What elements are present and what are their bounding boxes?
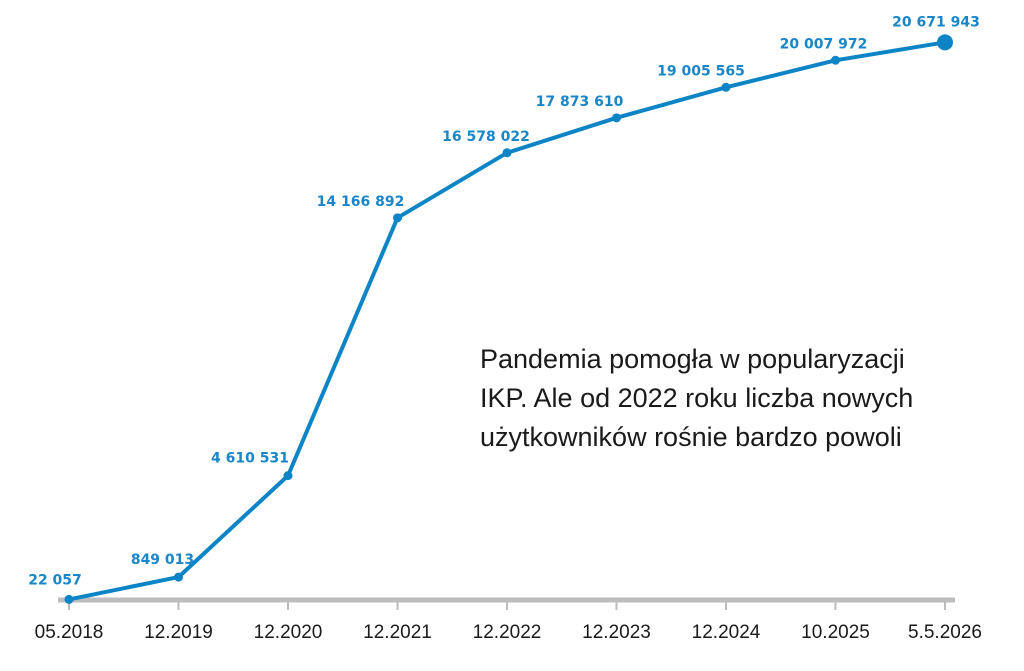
x-tick-labels: 05.2018 12.2019 12.2020 12.2021 12.2022 12.20… bbox=[35, 622, 982, 643]
x-tick-label: 12.2024 bbox=[692, 622, 761, 643]
data-label: 849 013 bbox=[131, 552, 194, 568]
annotation-line-2: IKP. Ale od 2022 roku liczba nowych bbox=[480, 383, 914, 413]
data-label: 4 610 531 bbox=[211, 451, 289, 467]
x-tick-label: 12.2020 bbox=[254, 622, 323, 643]
x-tick-label: 12.2022 bbox=[473, 622, 542, 643]
data-point bbox=[393, 213, 402, 223]
data-labels: 22 057 849 013 4 610 531 14 166 892 16 578 0… bbox=[28, 14, 980, 588]
series-line-group bbox=[67, 40, 947, 602]
data-point bbox=[831, 55, 840, 65]
data-label: 19 005 565 bbox=[657, 63, 745, 79]
x-tick-label: 05.2018 bbox=[35, 622, 104, 643]
x-tick-label: 12.2019 bbox=[144, 622, 213, 643]
x-tick-label: 5.5.2026 bbox=[908, 622, 982, 643]
data-label: 20 671 943 bbox=[892, 14, 980, 30]
data-label: 20 007 972 bbox=[780, 36, 868, 52]
data-points bbox=[64, 34, 953, 604]
data-point bbox=[612, 113, 621, 123]
x-tick-label: 12.2021 bbox=[363, 622, 432, 643]
data-point bbox=[64, 594, 74, 604]
data-label: 17 873 610 bbox=[536, 94, 624, 110]
series-line bbox=[67, 40, 947, 602]
data-point bbox=[937, 34, 953, 51]
chart-annotation: Pandemia pomogła w popularyzacji IKP. Al… bbox=[480, 340, 1000, 457]
data-label: 16 578 022 bbox=[442, 129, 530, 145]
annotation-line-1: Pandemia pomogła w popularyzacji bbox=[480, 344, 905, 374]
data-point bbox=[502, 148, 512, 158]
annotation-line-3: użytkowników rośnie bardzo powoli bbox=[480, 422, 902, 452]
x-tick-label: 10.2025 bbox=[801, 622, 870, 643]
data-point bbox=[283, 471, 293, 481]
data-label: 14 166 892 bbox=[317, 194, 405, 210]
data-point bbox=[174, 572, 183, 582]
data-label: 22 057 bbox=[28, 572, 82, 588]
data-point bbox=[721, 82, 731, 92]
x-tick-label: 12.2023 bbox=[582, 622, 651, 643]
x-axis bbox=[58, 597, 955, 610]
